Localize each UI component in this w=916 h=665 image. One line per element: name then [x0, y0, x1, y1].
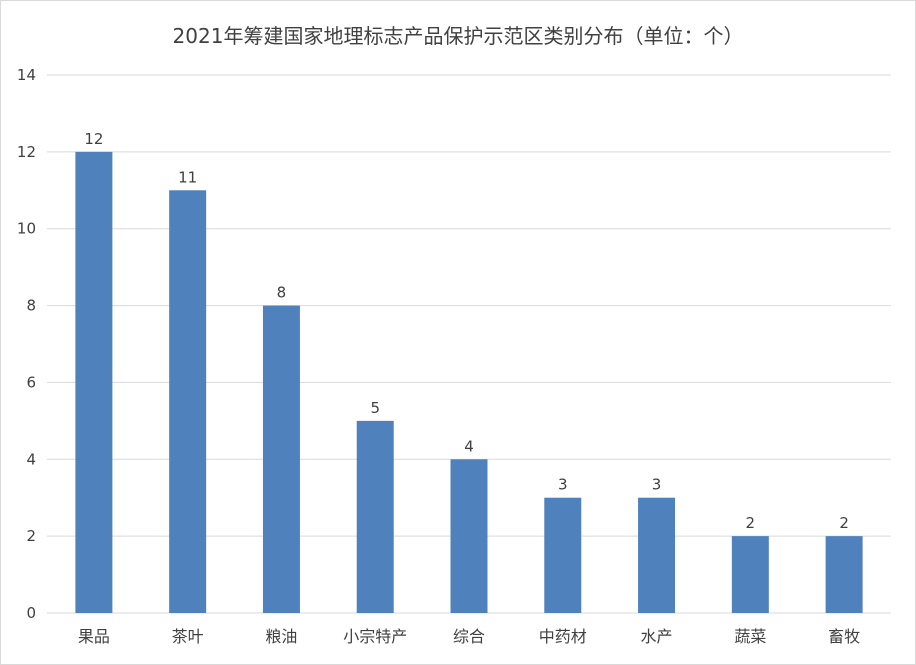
data-label: 3	[558, 476, 568, 494]
bar	[262, 305, 300, 613]
data-label: 5	[370, 399, 380, 417]
x-axis-tick-labels: 果品 茶叶 粮油 小宗特产 综合 中药材 水产 蔬菜 畜牧	[78, 627, 860, 646]
bar	[825, 536, 863, 613]
y-tick-label: 14	[17, 66, 36, 84]
y-tick-label: 0	[26, 604, 36, 622]
chart-title: 2021年筹建国家地理标志产品保护示范区类别分布（单位：个）	[172, 24, 744, 48]
x-tick-label: 畜牧	[828, 627, 860, 646]
y-tick-label: 12	[17, 143, 36, 161]
x-tick-label: 综合	[453, 627, 485, 646]
bars	[75, 151, 863, 614]
bar	[169, 190, 207, 614]
bar	[544, 497, 582, 613]
data-label: 3	[652, 476, 662, 494]
data-label: 11	[178, 168, 197, 186]
bar	[638, 497, 676, 613]
y-tick-label: 2	[26, 527, 36, 545]
x-tick-label: 粮油	[265, 627, 297, 646]
bar	[75, 151, 113, 613]
bar	[731, 536, 769, 613]
data-label: 2	[746, 514, 756, 532]
x-tick-label: 水产	[641, 627, 673, 646]
x-tick-label: 小宗特产	[343, 627, 407, 646]
bar	[356, 420, 394, 613]
data-label: 12	[84, 130, 103, 148]
y-tick-label: 4	[26, 450, 36, 468]
x-tick-label: 中药材	[539, 627, 587, 646]
x-tick-label: 茶叶	[172, 627, 204, 646]
data-label: 2	[839, 514, 849, 532]
bar	[450, 459, 488, 613]
y-axis-tick-labels: 0 2 4 6 8 10 12 14	[17, 66, 36, 622]
data-labels: 12 11 8 5 4 3 3 2 2	[84, 130, 849, 532]
x-tick-label: 果品	[78, 627, 110, 646]
x-tick-label: 蔬菜	[734, 627, 766, 646]
y-tick-label: 8	[26, 297, 36, 315]
y-tick-label: 10	[17, 220, 36, 238]
y-tick-label: 6	[26, 373, 36, 391]
data-label: 8	[277, 284, 287, 302]
data-label: 4	[464, 437, 474, 455]
